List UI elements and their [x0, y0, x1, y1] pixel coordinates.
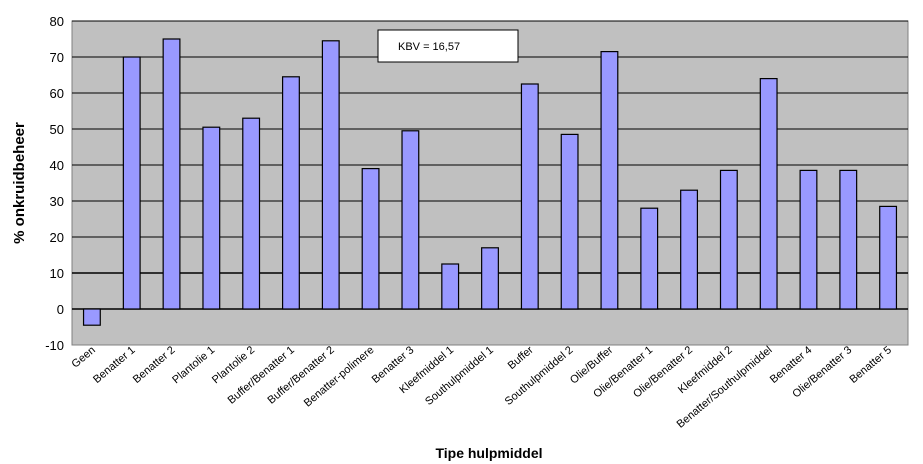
bar-0 — [82, 308, 101, 326]
bar-14 — [640, 207, 659, 310]
bar-1 — [122, 56, 141, 310]
y-tick-label: 40 — [50, 158, 64, 173]
bars — [82, 38, 898, 326]
y-tick-label: -10 — [45, 338, 64, 353]
bar-7 — [361, 168, 380, 310]
bar-9 — [441, 263, 460, 310]
bar-16 — [719, 169, 738, 310]
bar-20 — [879, 205, 898, 310]
x-axis-label: Tipe hulpmiddel — [435, 445, 542, 461]
y-tick-label: 0 — [57, 302, 64, 317]
y-axis-label: % onkruidbeheer — [11, 122, 28, 244]
x-tick-label: Benatter 1 — [91, 344, 138, 386]
bar-12 — [560, 133, 579, 310]
annotation-text: KBV = 16,57 — [398, 41, 460, 53]
bar-18 — [799, 169, 818, 310]
bar-5 — [281, 76, 300, 310]
annotation-box — [377, 29, 519, 63]
x-tick-label: Geen — [69, 344, 97, 370]
bar-13 — [600, 50, 619, 310]
x-tick-label: Southulpmiddel 2 — [503, 344, 576, 408]
x-tick-label: Buffer — [506, 344, 536, 372]
y-axis-ticks: -10 0 10 20 30 40 50 60 70 80 — [45, 14, 64, 353]
x-tick-label: Benatter 5 — [847, 344, 894, 386]
bar-2 — [162, 38, 181, 310]
y-tick-label: 10 — [50, 266, 64, 281]
y-tick-label: 50 — [50, 122, 64, 137]
x-tick-label: Plantolie 1 — [170, 344, 217, 386]
x-tick-label: Buffer/Benatter 1 — [226, 344, 297, 407]
y-tick-label: 80 — [50, 14, 64, 29]
bar-8 — [401, 130, 420, 310]
x-tick-label: Benatter 2 — [131, 344, 178, 386]
y-tick-label: 30 — [50, 194, 64, 209]
x-tick-label: Southulpmiddel 1 — [423, 344, 496, 408]
bar-15 — [680, 189, 699, 310]
bar-19 — [839, 169, 858, 310]
bar-11 — [520, 83, 539, 310]
bar-3 — [202, 126, 221, 310]
y-tick-label: 60 — [50, 86, 64, 101]
bar-10 — [481, 247, 499, 310]
y-tick-label: 20 — [50, 230, 64, 245]
y-tick-label: 70 — [50, 50, 64, 65]
x-tick-label: Benatter-polimere — [302, 344, 377, 409]
x-tick-label: Buffer/Benatter 2 — [265, 344, 336, 407]
bar-17 — [759, 77, 778, 310]
bar-4 — [242, 117, 261, 310]
bar-6 — [321, 40, 340, 310]
